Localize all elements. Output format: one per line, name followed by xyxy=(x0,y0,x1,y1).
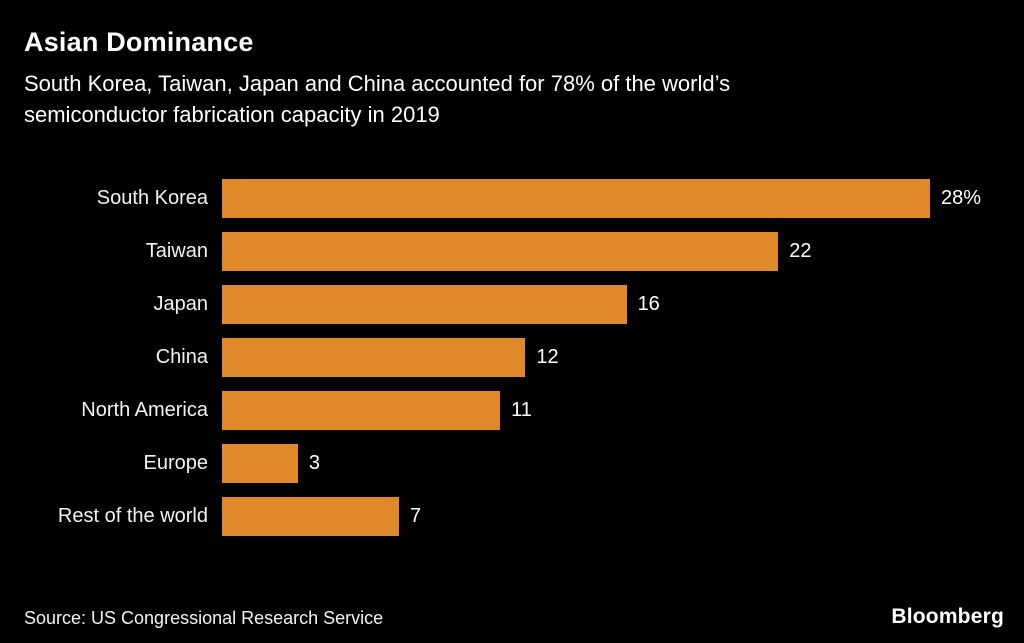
bar xyxy=(222,496,399,536)
category-label: North America xyxy=(81,398,208,421)
bar-row: Japan 16 xyxy=(24,278,1024,331)
category-label: China xyxy=(155,345,208,368)
value-label: 22 xyxy=(789,239,812,262)
bar xyxy=(222,390,501,430)
bar xyxy=(222,337,526,377)
bar-track: 22 xyxy=(222,231,930,271)
bar-track: 11 xyxy=(222,390,930,430)
category-label: Europe xyxy=(143,451,209,474)
value-label: 28% xyxy=(941,186,982,209)
chart-subtitle: South Korea, Taiwan, Japan and China acc… xyxy=(24,68,1000,130)
bar-track: 16 xyxy=(222,284,930,324)
value-label: 16 xyxy=(637,292,660,315)
bar xyxy=(222,284,627,324)
chart-subtitle-line-1: South Korea, Taiwan, Japan and China acc… xyxy=(24,70,731,96)
bar xyxy=(222,231,779,271)
category-label: South Korea xyxy=(96,186,208,209)
bar-track: 28% xyxy=(222,178,981,218)
chart-footer: Source: US Congressional Research Servic… xyxy=(24,605,1004,629)
bar-track: 12 xyxy=(222,337,930,377)
bar-row: Europe 3 xyxy=(24,437,1024,490)
bar-track: 7 xyxy=(222,496,930,536)
bar xyxy=(222,178,930,218)
category-label: Rest of the world xyxy=(57,504,208,527)
value-label: 7 xyxy=(410,504,422,527)
source-note: Source: US Congressional Research Servic… xyxy=(24,608,384,628)
bar-row: China 12 xyxy=(24,331,1024,384)
chart-title: Asian Dominance xyxy=(24,27,254,57)
bar-row: North America 11 xyxy=(24,384,1024,437)
value-label: 3 xyxy=(308,451,320,474)
bar-chart: South Korea 28% Taiwan 22 Japan 16 China 12 Nort… xyxy=(0,172,1024,543)
chart-header: Asian Dominance South Korea, Taiwan, Jap… xyxy=(0,0,1024,130)
bar-track: 3 xyxy=(222,443,930,483)
category-label: Taiwan xyxy=(145,239,208,262)
bloomberg-logo: Bloomberg xyxy=(891,605,1004,628)
category-label: Japan xyxy=(153,292,209,315)
bar-row: Rest of the world 7 xyxy=(24,490,1024,543)
bar-row: South Korea 28% xyxy=(24,172,1024,225)
bar-row: Taiwan 22 xyxy=(24,225,1024,278)
bar xyxy=(222,443,298,483)
value-label: 11 xyxy=(511,398,532,421)
value-label: 12 xyxy=(536,345,559,368)
chart-subtitle-line-2: semiconductor fabrication capacity in 20… xyxy=(24,101,440,127)
